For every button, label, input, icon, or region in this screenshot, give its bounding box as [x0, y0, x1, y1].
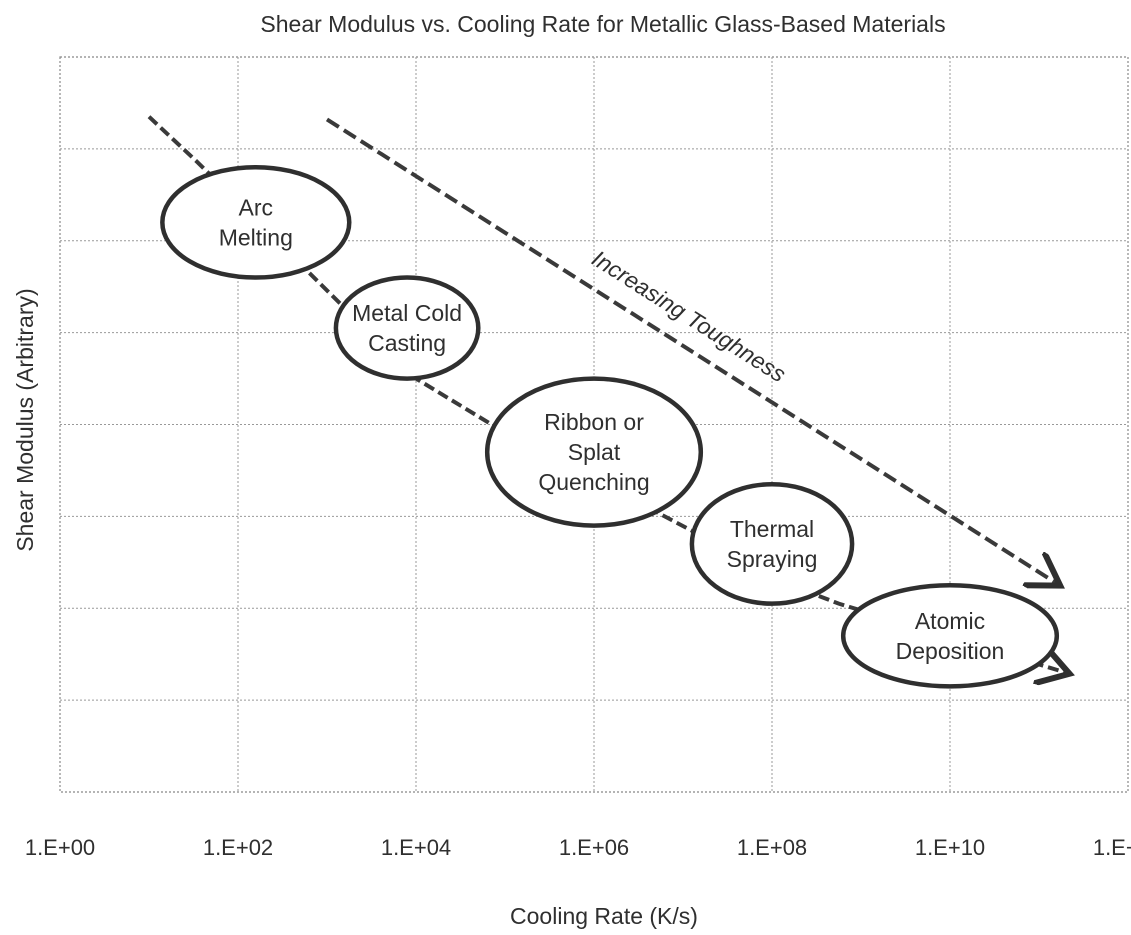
region-label: Spraying [727, 546, 818, 572]
region-metal-cold-casting: Metal Cold Casting [333, 275, 481, 381]
region-label: Quenching [538, 469, 649, 495]
x-tick-label: 1.E+10 [915, 835, 985, 860]
regions-layer: Arc Melting Metal Cold Casting Ribbon or Spla… [160, 165, 1060, 689]
region-thermal-spraying: Thermal Spraying [689, 481, 855, 606]
region-ellipse [689, 481, 855, 606]
x-tick-label: 1.E+00 [25, 835, 95, 860]
region-ellipse [160, 165, 352, 280]
region-label: Deposition [896, 638, 1005, 664]
plot-area: Arc Melting Metal Cold Casting Ribbon or Spla… [59, 56, 1129, 793]
region-label: Arc [239, 194, 274, 220]
region-label: Melting [219, 224, 293, 250]
trend-line [147, 115, 1066, 673]
toughness-arrow [325, 117, 1057, 583]
region-ellipse [484, 376, 704, 528]
x-axis-label: Cooling Rate (K/s) [510, 903, 698, 929]
region-label: Casting [368, 330, 446, 356]
x-tick-label: 1.E+04 [381, 835, 451, 860]
region-atomic-deposition: Atomic Deposition [840, 583, 1060, 689]
region-label: Thermal [730, 516, 814, 542]
toughness-label: Increasing Toughness [587, 245, 791, 387]
y-axis-label: Shear Modulus (Arbitrary) [12, 288, 38, 551]
region-label: Metal Cold [352, 300, 462, 326]
x-tick-label: 1.E+08 [737, 835, 807, 860]
x-tick-label: 1.E+12 [1093, 835, 1131, 860]
region-ellipse [840, 583, 1060, 689]
region-ellipse [333, 275, 481, 381]
x-axis-ticks: 1.E+00 1.E+02 1.E+04 1.E+06 1.E+08 1.E+10 1.E+… [25, 835, 1131, 860]
trend-layer [147, 115, 1066, 673]
region-label: Splat [568, 439, 621, 465]
region-arc-melting: Arc Melting [160, 165, 352, 280]
region-ribbon-or-splat-quenching: Ribbon or Splat Quenching [484, 376, 704, 528]
chart-title: Shear Modulus vs. Cooling Rate for Metal… [260, 11, 945, 37]
region-label: Atomic [915, 608, 985, 634]
region-label: Ribbon or [544, 409, 644, 435]
x-tick-label: 1.E+06 [559, 835, 629, 860]
x-tick-label: 1.E+02 [203, 835, 273, 860]
